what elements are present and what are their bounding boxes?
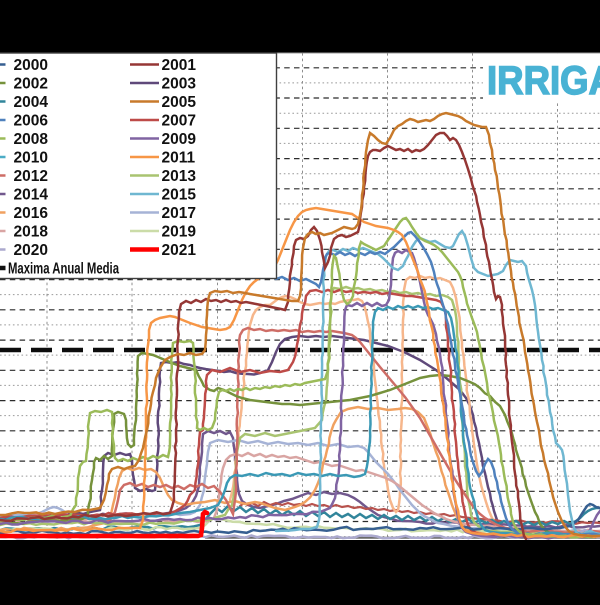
svg-text:2015: 2015	[162, 186, 197, 203]
svg-text:2004: 2004	[14, 94, 49, 111]
svg-text:2021: 2021	[162, 242, 197, 259]
svg-text:2008: 2008	[14, 131, 49, 148]
svg-text:2003: 2003	[162, 75, 197, 92]
svg-text:2010: 2010	[14, 149, 48, 166]
svg-text:2002: 2002	[14, 75, 48, 92]
svg-text:2016: 2016	[14, 205, 49, 222]
svg-text:2017: 2017	[162, 205, 196, 222]
svg-text:IRRIGA: IRRIGA	[487, 59, 600, 103]
svg-text:2001: 2001	[162, 57, 197, 74]
svg-text:Maxima Anual Media: Maxima Anual Media	[8, 260, 119, 277]
svg-text:2013: 2013	[162, 168, 197, 185]
svg-text:2014: 2014	[14, 186, 49, 203]
svg-text:2018: 2018	[14, 223, 49, 240]
svg-text:2019: 2019	[162, 223, 197, 240]
svg-text:2011: 2011	[162, 149, 196, 166]
svg-text:2012: 2012	[14, 168, 48, 185]
svg-text:2006: 2006	[14, 112, 49, 129]
svg-text:2009: 2009	[162, 131, 197, 148]
svg-text:2000: 2000	[14, 57, 48, 74]
svg-text:2005: 2005	[162, 94, 197, 111]
svg-text:2020: 2020	[14, 242, 48, 259]
svg-text:2007: 2007	[162, 112, 196, 129]
